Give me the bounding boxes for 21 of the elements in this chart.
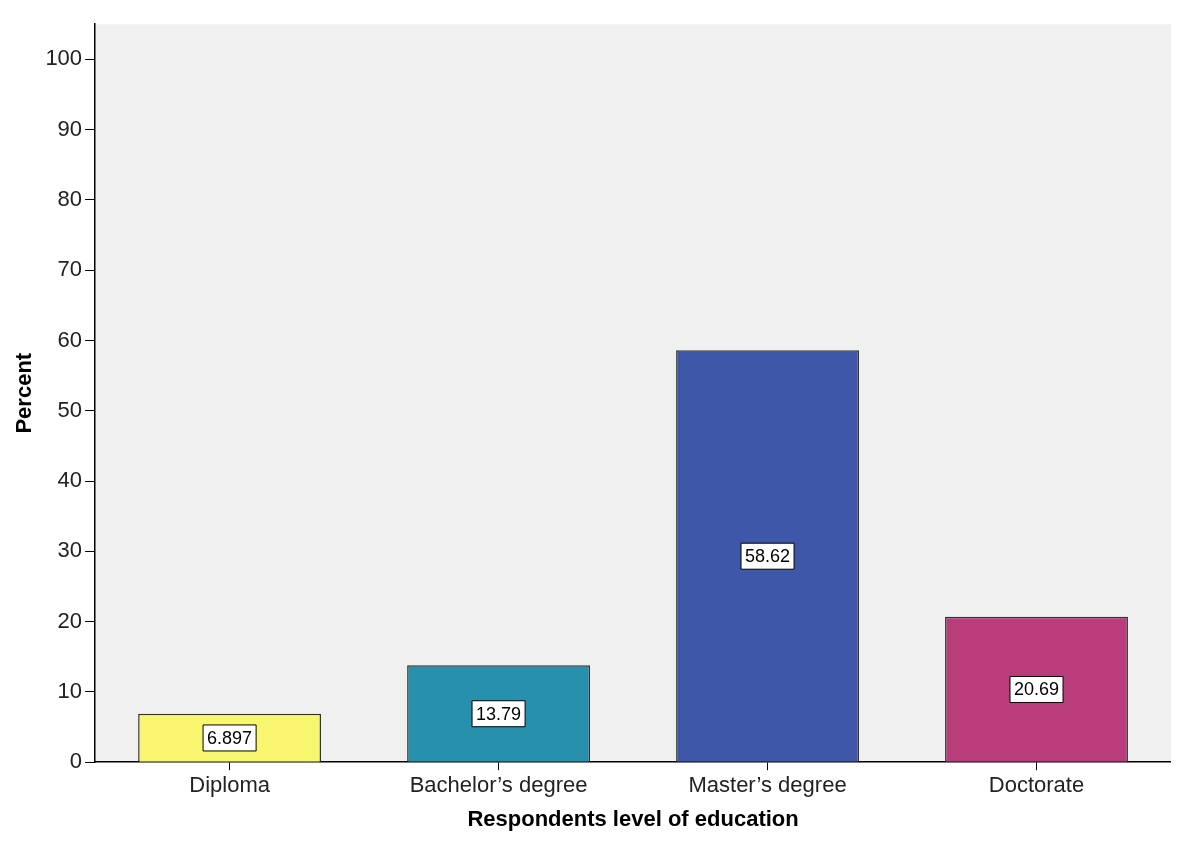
y-tick-label: 70 bbox=[57, 256, 83, 282]
x-tick-label: Master’s degree bbox=[688, 772, 847, 798]
y-tick-label: 50 bbox=[57, 396, 83, 422]
data-label: 20.69 bbox=[1013, 679, 1060, 700]
data-label: 13.79 bbox=[476, 703, 522, 724]
y-tick-label: 40 bbox=[57, 467, 83, 493]
y-tick-label: 30 bbox=[57, 537, 83, 563]
x-tick-label: Diploma bbox=[189, 772, 271, 798]
y-tick-label: 60 bbox=[57, 326, 83, 352]
x-tick-label: Bachelor’s degree bbox=[409, 772, 588, 798]
y-tick-label: 10 bbox=[57, 677, 83, 703]
x-axis-title: Respondents level of education bbox=[467, 805, 799, 831]
data-label: 6.897 bbox=[207, 727, 253, 748]
x-tick-label: Doctorate bbox=[988, 772, 1085, 798]
y-tick-label: 80 bbox=[57, 185, 83, 211]
y-tick-label: 0 bbox=[69, 748, 83, 774]
y-tick-label: 100 bbox=[45, 45, 83, 71]
y-axis-title: Percent bbox=[11, 352, 37, 434]
y-tick-label: 20 bbox=[57, 607, 83, 633]
data-label: 58.62 bbox=[745, 546, 791, 567]
y-tick-label: 90 bbox=[57, 115, 83, 141]
